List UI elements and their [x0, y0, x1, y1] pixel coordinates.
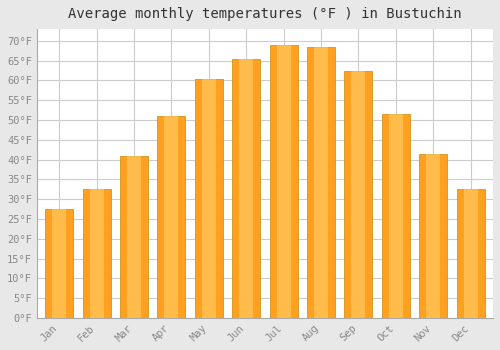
Bar [464, 189, 477, 318]
Bar [195, 78, 223, 318]
Bar [382, 114, 410, 318]
Bar [120, 156, 148, 318]
Bar [314, 47, 328, 318]
Bar [52, 209, 66, 318]
Bar [456, 189, 484, 318]
Title: Average monthly temperatures (°F ) in Bustuchin: Average monthly temperatures (°F ) in Bu… [68, 7, 462, 21]
Bar [419, 154, 447, 318]
Bar [232, 59, 260, 318]
Bar [90, 189, 104, 318]
Bar [239, 59, 253, 318]
Bar [164, 116, 178, 318]
Bar [307, 47, 335, 318]
Bar [426, 154, 440, 318]
Bar [158, 116, 186, 318]
Bar [82, 189, 110, 318]
Bar [202, 78, 216, 318]
Bar [352, 71, 366, 318]
Bar [270, 45, 297, 318]
Bar [45, 209, 74, 318]
Bar [276, 45, 290, 318]
Bar [344, 71, 372, 318]
Bar [127, 156, 141, 318]
Bar [389, 114, 403, 318]
